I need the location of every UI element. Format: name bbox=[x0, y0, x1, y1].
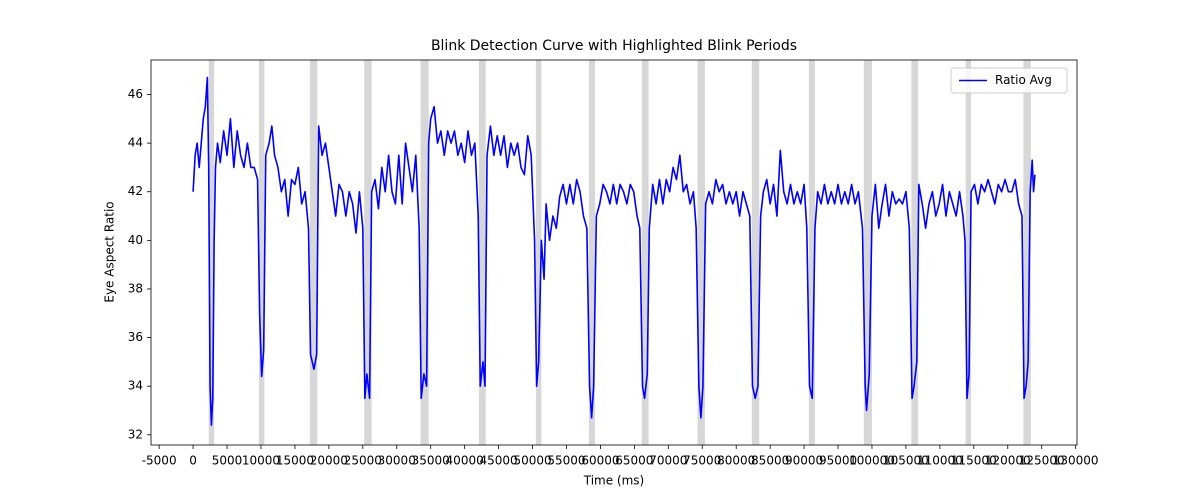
blink-span bbox=[751, 60, 760, 445]
y-tick-label: 36 bbox=[128, 330, 143, 344]
y-tick-label: 44 bbox=[128, 136, 143, 150]
x-tick-label: 0 bbox=[189, 454, 197, 468]
x-tick-label: 125000 bbox=[1019, 454, 1065, 468]
y-tick-label: 34 bbox=[128, 379, 143, 393]
y-tick-label: 32 bbox=[128, 427, 143, 441]
blink-span bbox=[863, 60, 872, 445]
x-tick-label: 65000 bbox=[615, 454, 653, 468]
y-tick-label: 42 bbox=[128, 184, 143, 198]
plot-area bbox=[192, 76, 1036, 426]
blink-span bbox=[208, 60, 215, 445]
x-tick-label: 120000 bbox=[985, 454, 1031, 468]
blink-span bbox=[420, 60, 429, 445]
x-tick-label: -5000 bbox=[142, 454, 177, 468]
x-tick-label: 70000 bbox=[649, 454, 687, 468]
x-tick-label: 35000 bbox=[412, 454, 450, 468]
blink-span bbox=[588, 60, 595, 445]
x-tick-label: 10000 bbox=[242, 454, 280, 468]
y-axis-label: Eye Aspect Ratio bbox=[103, 201, 117, 302]
blink-span bbox=[697, 60, 705, 445]
x-tick-label: 115000 bbox=[951, 454, 997, 468]
x-tick-label: 40000 bbox=[446, 454, 484, 468]
data-line bbox=[192, 76, 1036, 426]
blink-span bbox=[535, 60, 542, 445]
x-tick-label: 95000 bbox=[819, 454, 857, 468]
x-tick-label: 90000 bbox=[785, 454, 823, 468]
legend-label: Ratio Avg bbox=[995, 73, 1052, 87]
x-tick-label: 25000 bbox=[344, 454, 382, 468]
x-tick-label: 60000 bbox=[581, 454, 619, 468]
blink-span bbox=[478, 60, 486, 445]
y-tick-label: 40 bbox=[128, 233, 143, 247]
x-tick-label: 75000 bbox=[683, 454, 721, 468]
x-tick-label: 80000 bbox=[717, 454, 755, 468]
x-tick-label: 100000 bbox=[849, 454, 895, 468]
x-tick-label: 5000 bbox=[212, 454, 243, 468]
x-tick-label: 105000 bbox=[883, 454, 929, 468]
x-axis-label: Time (ms) bbox=[583, 474, 645, 488]
y-tick-label: 38 bbox=[128, 281, 143, 295]
x-tick-label: 55000 bbox=[547, 454, 585, 468]
blink-span bbox=[808, 60, 815, 445]
x-tick-label: 110000 bbox=[917, 454, 963, 468]
blink-span bbox=[641, 60, 649, 445]
chart-title: Blink Detection Curve with Highlighted B… bbox=[431, 38, 797, 54]
y-tick-label: 46 bbox=[128, 87, 143, 101]
x-tick-label: 45000 bbox=[479, 454, 517, 468]
x-tick-label: 85000 bbox=[751, 454, 789, 468]
legend-box bbox=[950, 67, 1068, 94]
blink-span bbox=[364, 60, 372, 445]
blink-span bbox=[258, 60, 265, 445]
blink-span bbox=[965, 60, 972, 445]
x-tick-label: 30000 bbox=[378, 454, 416, 468]
plot-frame bbox=[150, 59, 1078, 446]
blink-spans bbox=[208, 60, 1031, 445]
blink-span bbox=[309, 60, 318, 445]
x-tick-label: 130000 bbox=[1053, 454, 1099, 468]
blink-span bbox=[1023, 60, 1031, 445]
x-tick-label: 15000 bbox=[276, 454, 314, 468]
x-tick-label: 20000 bbox=[310, 454, 348, 468]
axes: -5000 0 5000 100001500020000250003000035000… bbox=[128, 59, 1099, 468]
x-tick-label: 50000 bbox=[513, 454, 551, 468]
blink-span bbox=[911, 60, 919, 445]
